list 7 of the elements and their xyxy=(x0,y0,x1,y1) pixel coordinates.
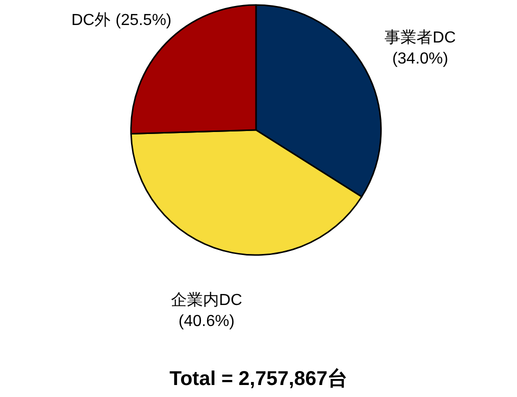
data-label: (25.5%) xyxy=(115,12,172,29)
data-label: (34.0%) xyxy=(392,50,448,68)
slice-label: DC外 xyxy=(71,12,110,29)
data-label: (40.6%) xyxy=(178,312,235,330)
slice-label: 企業内DC xyxy=(171,290,242,309)
slice-label: 事業者DC xyxy=(384,28,456,47)
text: Total = 2,757,867台 xyxy=(169,367,348,390)
